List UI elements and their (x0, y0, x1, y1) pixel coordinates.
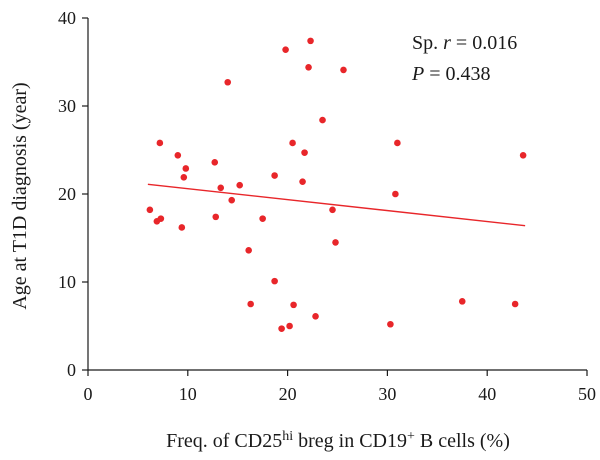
data-point (289, 139, 296, 147)
x-tick-label: 40 (478, 384, 496, 404)
data-point (182, 165, 190, 172)
x-tick-label: 0 (84, 384, 93, 404)
data-point (458, 298, 466, 305)
data-point (305, 63, 312, 71)
data-point (259, 215, 266, 222)
x-tick-label: 30 (378, 384, 396, 404)
data-point (271, 172, 278, 179)
ticks: 0 10 20 30 40 50 0 10 20 30 40 (58, 8, 596, 404)
data-point (511, 300, 519, 308)
data-point (519, 151, 527, 159)
data-point (392, 190, 399, 198)
data-point (394, 139, 401, 147)
x-axis-title: Freq. of CD25hi breg in CD19+ B cells (%… (166, 429, 510, 452)
x-axis-title-part3: B cells (%) (415, 430, 510, 452)
spearman-prefix: Sp. (412, 32, 443, 54)
data-point (228, 196, 236, 204)
y-axis-title: Age at T1D diagnosis (year) (9, 82, 31, 309)
data-point (387, 320, 394, 328)
data-point (299, 178, 306, 185)
x-axis-title-sup1: hi (282, 429, 293, 444)
data-point (312, 313, 319, 320)
data-point (286, 322, 293, 330)
y-tick-label: 20 (58, 184, 76, 204)
y-tick-label: 0 (67, 360, 76, 380)
spearman-r-value: = 0.016 (451, 32, 517, 54)
data-point (247, 300, 254, 308)
data-point (146, 206, 154, 214)
data-point (301, 149, 308, 156)
data-points (146, 37, 527, 332)
data-point (211, 159, 219, 166)
data-point (307, 37, 314, 45)
data-point (282, 46, 289, 53)
p-value: = 0.438 (424, 63, 490, 85)
y-tick-label: 30 (58, 96, 76, 116)
x-axis-title-sup2: + (407, 429, 415, 444)
data-point (236, 181, 243, 189)
data-point (245, 247, 252, 254)
regression-line (147, 183, 526, 227)
data-point (329, 206, 336, 214)
data-point (212, 213, 220, 221)
data-point (157, 215, 165, 222)
axis-frame (87, 18, 587, 371)
y-tick-label: 40 (58, 8, 76, 28)
regression-layer (147, 183, 526, 227)
data-point (332, 239, 339, 246)
x-tick-label: 10 (179, 384, 197, 404)
data-point (319, 116, 326, 124)
data-point (290, 301, 297, 309)
data-point (271, 277, 278, 285)
axes (87, 18, 587, 371)
data-point (178, 224, 186, 231)
p-value-annotation: P = 0.438 (411, 63, 491, 85)
data-point (278, 325, 285, 332)
x-tick-label: 20 (279, 384, 297, 404)
data-point (180, 173, 188, 181)
data-point (156, 139, 164, 147)
data-point (217, 184, 225, 192)
x-axis-title-part2: breg in CD19 (293, 430, 407, 452)
data-point (340, 66, 347, 74)
spearman-r-annotation: Sp. r = 0.016 (412, 32, 517, 54)
x-tick-label: 50 (578, 384, 596, 404)
p-symbol: P (411, 63, 424, 85)
data-point (174, 151, 182, 159)
data-point (224, 78, 232, 86)
spearman-r-symbol: r (443, 32, 451, 54)
x-axis-title-part1: Freq. of CD25 (166, 430, 282, 452)
y-tick-label: 10 (58, 272, 76, 292)
